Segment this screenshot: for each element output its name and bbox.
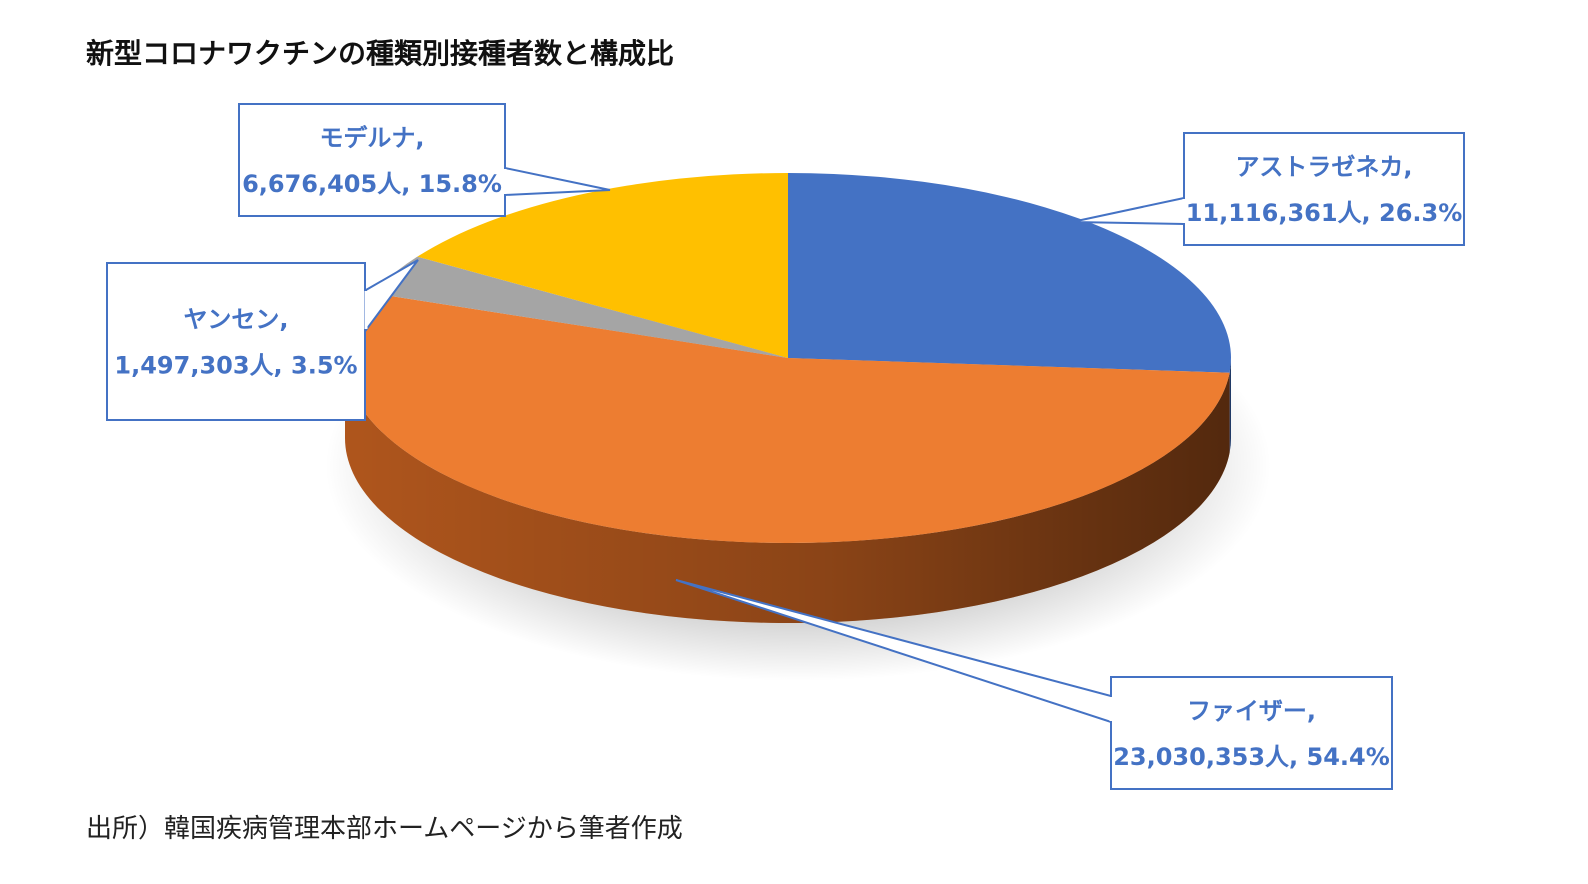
slice-name-label-1: ファイザー, [1187, 697, 1316, 725]
pie-slice-1 [344, 293, 1230, 543]
callout-pointer-3 [504, 166, 611, 197]
source-note: 出所）韓国疾病管理本部ホームページから筆者作成 [86, 814, 683, 844]
callout-box-1 [1110, 676, 1393, 790]
callout-box-2 [106, 262, 366, 421]
callout-0: アストラゼネカ, 11,116,361人, 26.3% [1071, 132, 1465, 246]
slice-value-label-1: 23,030,353人, 54.4% [1113, 743, 1390, 771]
slice-name-label-3: モデルナ, [319, 124, 424, 152]
callout-1: ファイザー, 23,030,353人, 54.4% [675, 579, 1393, 790]
pie-side-shade-0 [1229, 358, 1231, 453]
callout-box-0 [1183, 132, 1465, 246]
pie-side-shade-1 [345, 358, 1230, 623]
slice-name-label-2: ヤンセン, [183, 306, 288, 334]
callout-3: モデルナ, 6,676,405人, 15.8% [238, 103, 611, 217]
slice-name-label-0: アストラゼネカ, [1235, 153, 1412, 181]
pie-slice-3 [417, 173, 788, 358]
slice-value-label-2: 1,497,303人, 3.5% [114, 352, 357, 380]
callout-pointer-0 [1071, 196, 1185, 226]
callout-box-3 [238, 103, 506, 217]
pie-slice-0 [788, 173, 1231, 373]
slice-value-label-3: 6,676,405人, 15.8% [242, 170, 502, 198]
pie-slice-2 [372, 256, 788, 358]
chart-title: 新型コロナワクチンの種類別接種者数と構成比 [86, 37, 675, 70]
callout-2: ヤンセン, 1,497,303人, 3.5% [106, 259, 419, 421]
slice-value-label-0: 11,116,361人, 26.3% [1186, 199, 1463, 227]
